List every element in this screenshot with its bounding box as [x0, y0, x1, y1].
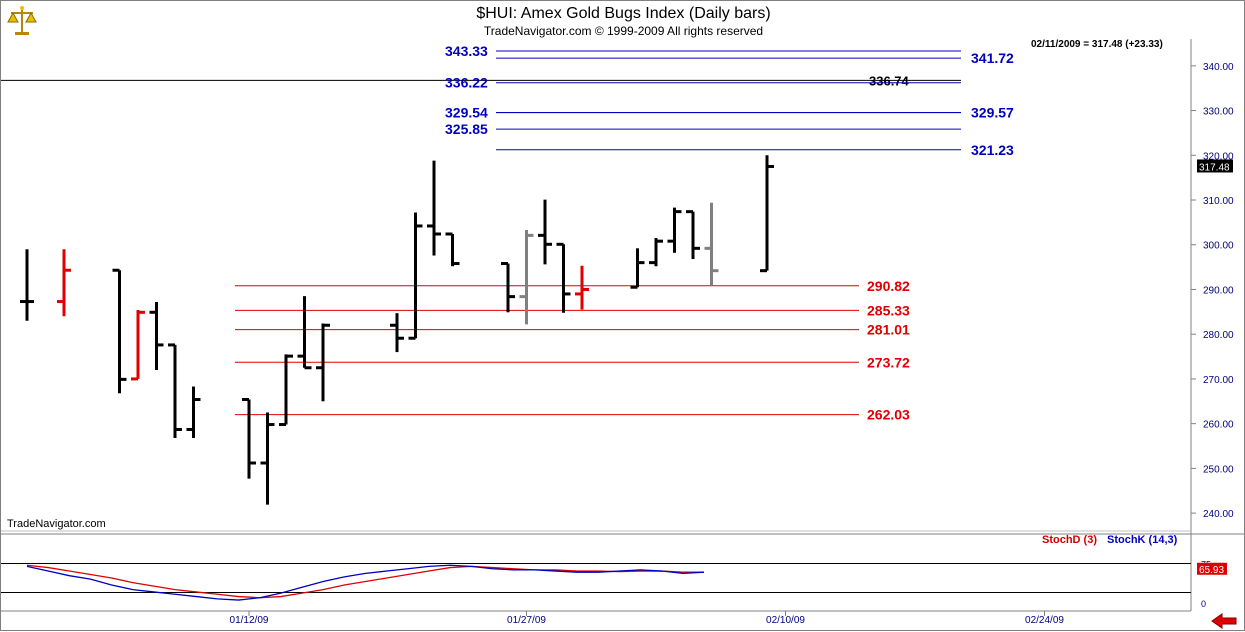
ohlc-bar: [519, 229, 534, 325]
ohlc-bar: [57, 249, 71, 317]
ohlc-bar: [704, 202, 719, 285]
x-tick-label: 01/27/09: [507, 615, 546, 626]
x-tick-label: 02/10/09: [766, 615, 805, 626]
resistance-label: 321.23: [971, 142, 1014, 158]
ohlc-bar: [649, 238, 663, 267]
y-tick-label: 300.00: [1203, 241, 1234, 252]
ohlc-bar: [186, 386, 201, 438]
last-price-label: 317.48: [1199, 162, 1230, 173]
resistance-label: 336.22: [445, 75, 488, 91]
ohlc-bar: [501, 262, 515, 313]
y-tick-label: 270.00: [1203, 375, 1234, 386]
copyright-subtitle: TradeNavigator.com © 1999-2009 All right…: [483, 24, 764, 38]
ohlc-bar: [297, 296, 312, 370]
stoch-k-legend: StochK (14,3): [1107, 534, 1178, 546]
ohlc-bar: [149, 301, 164, 370]
scroll-left-arrow-icon[interactable]: [1210, 613, 1238, 629]
ohlc-bar: [575, 265, 589, 310]
ohlc-bar: [408, 212, 423, 340]
stoch-upper-tick-label: 75: [1201, 560, 1211, 570]
stoch-last-marker: [1197, 562, 1227, 575]
support-label: 273.72: [867, 354, 910, 370]
resistance-label: 329.57: [971, 104, 1014, 120]
black-level-label: 336.74: [869, 73, 910, 88]
ohlc-bar: [242, 398, 256, 479]
chart-title: $HUI: Amex Gold Bugs Index (Daily bars): [476, 5, 771, 22]
support-label: 281.01: [867, 322, 910, 338]
ohlc-bar: [316, 323, 330, 402]
ohlc-bar: [538, 199, 552, 265]
y-tick-label: 290.00: [1203, 285, 1234, 296]
watermark: TradeNavigator.com: [7, 518, 106, 530]
y-tick-label: 310.00: [1203, 196, 1234, 207]
stoch-d-line: [26, 564, 704, 599]
ohlc-bar: [112, 268, 127, 394]
ohlc-bar: [427, 160, 441, 256]
stoch-d-legend: StochD (3): [1042, 534, 1097, 546]
ohlc-bar: [445, 232, 460, 267]
ohlc-bar: [630, 248, 645, 289]
ohlc-bar: [260, 412, 275, 505]
ohlc-bar: [556, 242, 571, 313]
stoch-lower-tick-label: 0: [1201, 599, 1206, 609]
resistance-label: 343.33: [445, 43, 488, 59]
y-tick-label: 240.00: [1203, 509, 1234, 520]
ohlc-bar: [760, 155, 774, 273]
x-tick-label: 02/24/09: [1025, 615, 1064, 626]
last-price-marker: [1197, 159, 1233, 173]
ohlc-bar: [279, 354, 293, 427]
y-tick-label: 280.00: [1203, 330, 1234, 341]
stoch-k-line: [26, 564, 705, 601]
ohlc-bar: [20, 249, 34, 321]
stoch-last-label: 65.93: [1199, 565, 1224, 576]
support-label: 285.33: [867, 302, 910, 318]
support-label: 262.03: [867, 407, 910, 423]
y-tick-label: 320.00: [1203, 151, 1234, 162]
ohlc-bar: [686, 210, 700, 260]
ohlc-bar: [390, 313, 404, 353]
y-tick-label: 340.00: [1203, 62, 1234, 73]
resistance-label: 341.72: [971, 50, 1014, 66]
y-tick-label: 330.00: [1203, 107, 1234, 118]
last-bar-readout: 02/11/2009 = 317.48 (+23.33): [1031, 39, 1163, 50]
support-label: 290.82: [867, 278, 910, 294]
ohlc-bar: [667, 207, 682, 253]
resistance-label: 325.85: [445, 121, 488, 137]
ohlc-bar: [168, 343, 182, 438]
resistance-label: 329.54: [445, 105, 488, 121]
scales-logo-icon: [7, 6, 37, 35]
x-tick-label: 01/12/09: [230, 615, 269, 626]
y-tick-label: 260.00: [1203, 420, 1234, 431]
ohlc-bar: [131, 310, 145, 381]
y-tick-label: 250.00: [1203, 464, 1234, 475]
